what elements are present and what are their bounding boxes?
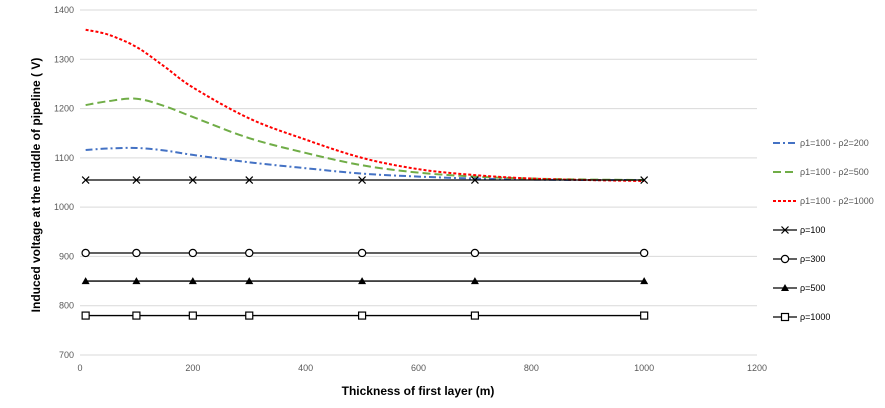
marker-circle: [188, 248, 198, 258]
marker-square: [470, 311, 480, 320]
marker-x: [640, 176, 649, 184]
marker-square: [245, 311, 254, 320]
series-1: [85, 97, 645, 182]
marker-square: [81, 311, 90, 320]
y-tick-label: 1400: [54, 5, 74, 15]
marker-x: [81, 176, 90, 184]
legend-item: ρ=100: [773, 225, 825, 235]
series-6: [81, 311, 649, 320]
x-tick-label: 0: [77, 363, 82, 373]
legend-item: ρ1=100 - ρ2=500: [773, 167, 869, 177]
marker-circle: [780, 254, 790, 264]
marker-x: [132, 176, 141, 184]
marker-x: [245, 176, 254, 184]
marker-triangle: [81, 277, 90, 285]
marker-triangle: [640, 277, 649, 285]
series-0: [85, 146, 645, 182]
legend-label: ρ=1000: [800, 312, 830, 322]
legend-item: ρ=500: [773, 283, 825, 293]
marker-square: [188, 311, 197, 320]
marker-circle: [132, 248, 141, 258]
x-tick-label: 400: [298, 363, 313, 373]
y-tick-label: 1000: [54, 202, 74, 212]
legend-item: ρ1=100 - ρ2=1000: [773, 196, 874, 206]
marker-circle: [357, 248, 367, 258]
marker-x: [781, 226, 789, 234]
series-lines: [81, 28, 649, 320]
legend-label: ρ=500: [800, 283, 825, 293]
gridlines: [80, 9, 757, 356]
marker-circle: [470, 248, 480, 258]
marker-x: [358, 176, 367, 184]
marker-square: [357, 311, 367, 320]
legend-item: ρ=1000: [773, 312, 830, 322]
marker-square: [780, 312, 790, 322]
series-4: [81, 248, 649, 258]
y-tick-label: 1100: [55, 153, 74, 163]
marker-square: [132, 311, 141, 320]
marker-triangle: [245, 277, 254, 285]
legend-label: ρ1=100 - ρ2=500: [800, 167, 869, 177]
marker-circle: [639, 248, 649, 258]
marker-triangle: [188, 277, 197, 285]
y-tick-label: 700: [59, 350, 74, 360]
marker-triangle: [358, 277, 367, 285]
legend: ρ1=100 - ρ2=200 ρ1=100 - ρ2=500 ρ1=100 - ρ…: [773, 138, 874, 322]
series-line: [85, 146, 645, 182]
x-tick-label: 600: [411, 363, 426, 373]
y-tick-label: 900: [59, 251, 74, 261]
marker-x: [188, 176, 197, 184]
x-tick-label: 800: [524, 363, 539, 373]
marker-circle: [81, 248, 90, 258]
x-axis-title: Thickness of first layer (m): [342, 384, 495, 398]
x-tick-label: 200: [185, 363, 200, 373]
legend-label: ρ=100: [800, 225, 825, 235]
marker-x: [470, 176, 479, 184]
legend-label: ρ1=100 - ρ2=1000: [800, 196, 874, 206]
series-5: [81, 277, 649, 285]
x-tick-label: 1200: [747, 363, 767, 373]
marker-triangle: [132, 277, 141, 285]
axes: 700 800 900 1000 1100 1200 1300 1400 0 200 400 600 8…: [54, 5, 767, 373]
y-tick-label: 1200: [54, 104, 74, 114]
x-tick-label: 1000: [634, 363, 654, 373]
marker-triangle: [781, 284, 789, 291]
marker-square: [640, 311, 649, 320]
y-tick-label: 1300: [54, 54, 74, 64]
y-tick-label: 800: [59, 301, 74, 311]
legend-label: ρ=300: [800, 254, 825, 264]
series-3: [81, 176, 649, 184]
series-line: [85, 97, 645, 182]
marker-triangle: [470, 277, 479, 285]
y-axis-title: Induced voltage at the middle of pipelin…: [29, 58, 43, 313]
legend-label: ρ1=100 - ρ2=200: [800, 138, 869, 148]
legend-item: ρ1=100 - ρ2=200: [773, 138, 869, 148]
marker-circle: [245, 248, 254, 258]
legend-item: ρ=300: [773, 254, 825, 264]
